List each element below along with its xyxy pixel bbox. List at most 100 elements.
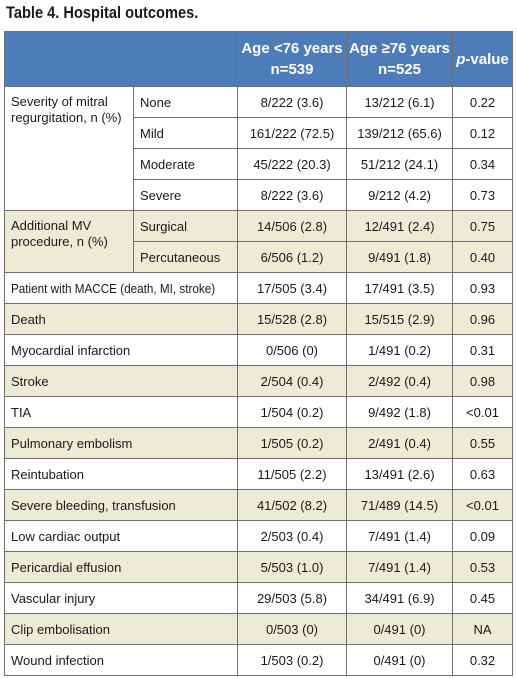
cell-group2: 15/515 (2.9) xyxy=(346,303,453,335)
table-row: Pericardial effusion 5/503 (1.0) 7/491 (… xyxy=(4,551,513,583)
row-label: Pulmonary embolism xyxy=(4,427,238,459)
row-sublabel: Surgical xyxy=(133,210,238,242)
row-label: Severe bleeding, transfusion xyxy=(4,489,238,521)
cell-group1: 11/505 (2.2) xyxy=(237,458,347,490)
table-row: Pulmonary embolism 1/505 (0.2) 2/491 (0.… xyxy=(4,427,513,459)
cell-group2: 9/212 (4.2) xyxy=(346,179,453,211)
cell-group1: 0/506 (0) xyxy=(237,334,347,366)
row-group-label: Additional MV procedure, n (%) xyxy=(4,210,134,273)
row-label: Clip embolisation xyxy=(4,613,238,645)
cell-group1: 45/222 (20.3) xyxy=(237,148,347,180)
table-title: Table 4. Hospital outcomes. xyxy=(6,3,199,22)
cell-pvalue: 0.96 xyxy=(452,303,513,335)
cell-pvalue: 0.75 xyxy=(452,210,513,242)
cell-group2: 1/491 (0.2) xyxy=(346,334,453,366)
cell-group2: 2/492 (0.4) xyxy=(346,365,453,397)
table-row: Severity of mitral regurgitation, n (%) … xyxy=(4,86,513,211)
row-label-text: Patient with MACCE (death, MI, stroke) xyxy=(11,280,216,296)
cell-pvalue: 0.73 xyxy=(452,179,513,211)
table-row: TIA 1/504 (0.2) 9/492 (1.8) <0.01 xyxy=(4,396,513,428)
cell-pvalue: 0.40 xyxy=(452,241,513,273)
table-row: Mild 161/222 (72.5) 139/212 (65.6) 0.12 xyxy=(5,117,513,149)
cell-pvalue: 0.22 xyxy=(452,86,513,118)
cell-group2: 0/491 (0) xyxy=(346,644,453,676)
cell-group1: 1/505 (0.2) xyxy=(237,427,347,459)
cell-group2: 9/492 (1.8) xyxy=(346,396,453,428)
cell-group1: 15/528 (2.8) xyxy=(237,303,347,335)
cell-pvalue: 0.63 xyxy=(452,458,513,490)
table-row: Clip embolisation 0/503 (0) 0/491 (0) NA xyxy=(4,613,513,645)
cell-group1: 5/503 (1.0) xyxy=(237,551,347,583)
table-row: Death 15/528 (2.8) 15/515 (2.9) 0.96 xyxy=(4,303,513,335)
row-label: Reintubation xyxy=(4,458,238,490)
row-label: Pericardial effusion xyxy=(4,551,238,583)
row-label: Low cardiac output xyxy=(4,520,238,552)
cell-pvalue: 0.98 xyxy=(452,365,513,397)
header-group2-name: Age ≥76 years xyxy=(349,40,450,57)
cell-group1: 17/505 (3.4) xyxy=(237,272,347,304)
row-label: Death xyxy=(4,303,238,335)
row-label: Wound infection xyxy=(4,644,238,676)
table-row: Additional MV procedure, n (%) Surgical … xyxy=(4,210,513,273)
header-group1-name: Age <76 years xyxy=(241,40,343,57)
table-row: Severe 8/222 (3.6) 9/212 (4.2) 0.73 xyxy=(5,179,513,211)
row-sublabel: Severe xyxy=(133,179,238,211)
cell-group1: 41/502 (8.2) xyxy=(237,489,347,521)
cell-group1: 6/506 (1.2) xyxy=(237,241,347,273)
cell-group2: 139/212 (65.6) xyxy=(346,117,453,149)
cell-pvalue: 0.32 xyxy=(452,644,513,676)
row-sublabel: Mild xyxy=(133,117,238,149)
row-label: Stroke xyxy=(4,365,238,397)
cell-pvalue: 0.31 xyxy=(452,334,513,366)
row-label: Vascular injury xyxy=(4,582,238,614)
row-sublabel: None xyxy=(133,86,238,118)
cell-group2: 34/491 (6.9) xyxy=(346,582,453,614)
cell-group2: 71/489 (14.5) xyxy=(346,489,453,521)
header-empty xyxy=(4,31,238,87)
cell-group1: 29/503 (5.8) xyxy=(237,582,347,614)
row-label: Patient with MACCE (death, MI, stroke) xyxy=(4,272,238,304)
header-group1: Age <76 years n=539 xyxy=(237,31,347,87)
cell-group1: 8/222 (3.6) xyxy=(237,179,347,211)
cell-group2: 12/491 (2.4) xyxy=(346,210,453,242)
table-row: Myocardial infarction 0/506 (0) 1/491 (0… xyxy=(4,334,513,366)
cell-group1: 2/504 (0.4) xyxy=(237,365,347,397)
row-sublabel: Percutaneous xyxy=(133,241,238,273)
header-group2-n: n=525 xyxy=(378,61,421,78)
cell-group2: 9/491 (1.8) xyxy=(346,241,453,273)
hospital-outcomes-table: Age <76 years n=539 Age ≥76 years n=525 … xyxy=(4,31,513,676)
cell-group2: 7/491 (1.4) xyxy=(346,551,453,583)
cell-group1: 14/506 (2.8) xyxy=(237,210,347,242)
row-sublabel: Moderate xyxy=(133,148,238,180)
cell-group2: 13/212 (6.1) xyxy=(346,86,453,118)
table-row: Moderate 45/222 (20.3) 51/212 (24.1) 0.3… xyxy=(5,148,513,180)
cell-pvalue: 0.93 xyxy=(452,272,513,304)
header-group2: Age ≥76 years n=525 xyxy=(346,31,453,87)
cell-group1: 161/222 (72.5) xyxy=(237,117,347,149)
table-row: Vascular injury 29/503 (5.8) 34/491 (6.9… xyxy=(4,582,513,614)
cell-pvalue: <0.01 xyxy=(452,396,513,428)
cell-pvalue: 0.12 xyxy=(452,117,513,149)
cell-group1: 1/503 (0.2) xyxy=(237,644,347,676)
cell-pvalue: 0.34 xyxy=(452,148,513,180)
row-group-label: Severity of mitral regurgitation, n (%) xyxy=(4,86,134,211)
table-row: Wound infection 1/503 (0.2) 0/491 (0) 0.… xyxy=(4,644,513,676)
cell-group2: 2/491 (0.4) xyxy=(346,427,453,459)
cell-group1: 1/504 (0.2) xyxy=(237,396,347,428)
row-label: TIA xyxy=(4,396,238,428)
header-pvalue-p: p xyxy=(456,50,466,68)
row-label: Myocardial infarction xyxy=(4,334,238,366)
cell-group2: 0/491 (0) xyxy=(346,613,453,645)
cell-pvalue: 0.09 xyxy=(452,520,513,552)
cell-pvalue: 0.45 xyxy=(452,582,513,614)
table-row: Patient with MACCE (death, MI, stroke) 1… xyxy=(4,272,513,304)
cell-group1: 8/222 (3.6) xyxy=(237,86,347,118)
cell-pvalue: 0.53 xyxy=(452,551,513,583)
cell-pvalue: 0.55 xyxy=(452,427,513,459)
table-row: Severe bleeding, transfusion 41/502 (8.2… xyxy=(4,489,513,521)
cell-group2: 7/491 (1.4) xyxy=(346,520,453,552)
header-group1-n: n=539 xyxy=(270,61,314,78)
cell-group1: 0/503 (0) xyxy=(237,613,347,645)
table-row: Stroke 2/504 (0.4) 2/492 (0.4) 0.98 xyxy=(4,365,513,397)
table-row: Reintubation 11/505 (2.2) 13/491 (2.6) 0… xyxy=(4,458,513,490)
